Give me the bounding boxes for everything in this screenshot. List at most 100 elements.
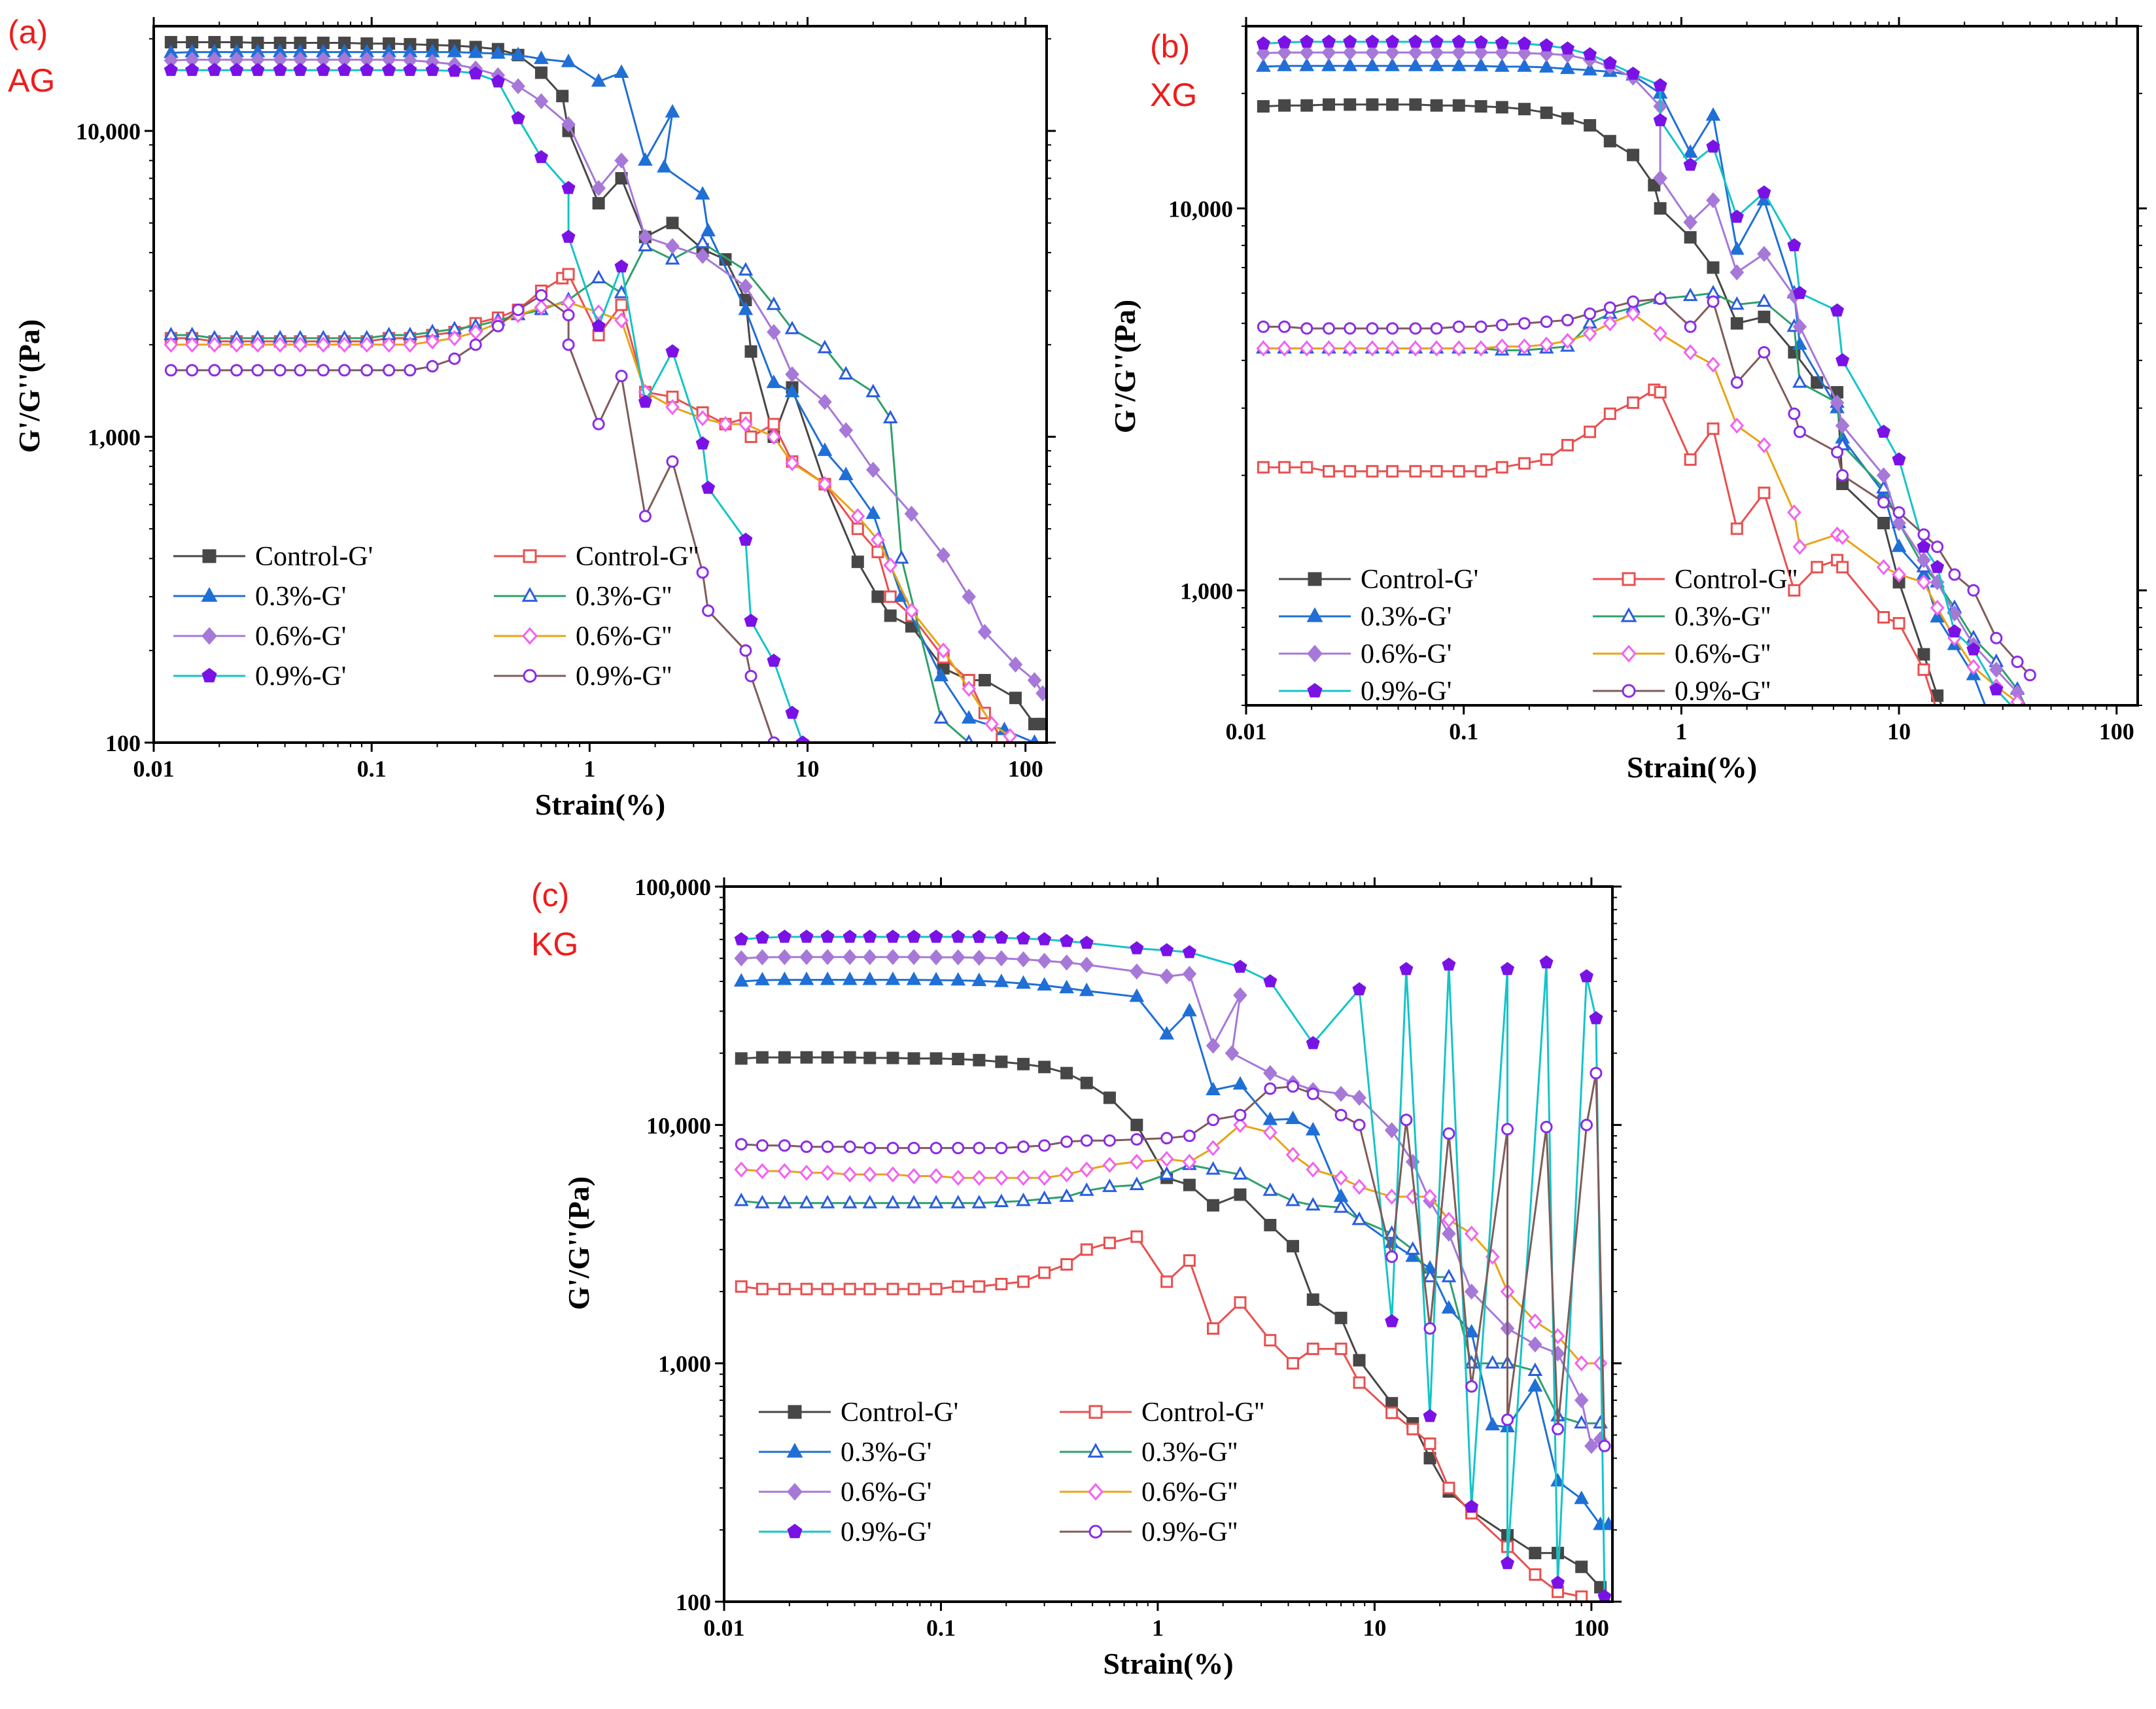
data-point (1518, 103, 1531, 116)
data-point (799, 971, 814, 985)
data-point (843, 1051, 856, 1064)
data-point (1574, 1392, 1589, 1409)
data-point (863, 1282, 877, 1295)
data-point (1333, 1199, 1349, 1213)
y-axis-title: G'/G''(Pa) (562, 1176, 595, 1310)
data-point (785, 455, 799, 472)
data-point (1182, 1154, 1197, 1171)
data-point (929, 929, 943, 943)
data-point (251, 63, 265, 77)
data-point (665, 344, 680, 358)
data-point (184, 336, 200, 353)
legend-item: 0.6%-G'' (1593, 639, 1771, 669)
data-point (1080, 1134, 1093, 1147)
data-point (1473, 58, 1489, 71)
data-point (164, 336, 179, 353)
data-point (1103, 1237, 1116, 1250)
legend-label: 0.3%-G'' (576, 582, 672, 612)
data-point (359, 336, 374, 353)
data-point (885, 1195, 901, 1208)
data-point (778, 1139, 791, 1152)
data-point (185, 63, 200, 77)
data-point (777, 1163, 792, 1180)
data-point (1352, 982, 1366, 996)
data-point (1603, 315, 1618, 332)
data-point (1580, 1118, 1593, 1131)
data-point (665, 251, 680, 265)
data-point (1730, 376, 1743, 389)
plot-area (733, 929, 1612, 1602)
legend-marker (787, 1483, 803, 1501)
data-point (1277, 44, 1292, 61)
data-point (1130, 941, 1144, 955)
data-point (961, 710, 977, 724)
data-point (447, 43, 462, 58)
data-point (930, 1142, 943, 1155)
data-point (839, 422, 854, 438)
data-point (1278, 99, 1291, 112)
data-point (1917, 663, 1930, 676)
data-point (638, 395, 652, 408)
data-point (1037, 1190, 1052, 1205)
data-point (1277, 340, 1292, 357)
y-tick-label: 10,000 (646, 1112, 711, 1138)
data-point (1561, 313, 1574, 326)
data-point (767, 417, 780, 431)
data-point (614, 259, 629, 273)
data-point (984, 716, 999, 732)
data-point (1300, 99, 1313, 112)
data-point (1792, 538, 1807, 555)
data-point (2025, 717, 2036, 728)
legend-label: 0.9%-G' (841, 1517, 931, 1547)
data-point (562, 309, 575, 322)
data-point (907, 1168, 921, 1184)
data-point (638, 152, 653, 166)
data-point (1130, 963, 1144, 980)
x-axis-title: Strain(%) (1627, 750, 1757, 784)
data-point (273, 364, 287, 377)
data-point (972, 930, 986, 943)
series-4 (1256, 44, 2025, 701)
data-point (1103, 1091, 1116, 1104)
data-point (933, 710, 949, 724)
data-point (381, 336, 396, 353)
data-point (207, 63, 222, 77)
data-point (1385, 34, 1400, 48)
data-point (1352, 1089, 1366, 1106)
data-point (1626, 66, 1641, 80)
data-point (1206, 1037, 1221, 1054)
data-point (1232, 1166, 1248, 1180)
data-point (1836, 561, 1849, 574)
panel-c-kg-chart: (c) KG 0.01 0.1 1 10 100 100 1,000 10,000 100,00… (531, 874, 1622, 1680)
data-point (638, 238, 653, 252)
series-6 (1256, 34, 2036, 728)
legend-marker (1307, 682, 1323, 697)
data-point (1603, 407, 1616, 420)
data-point (1930, 608, 1945, 623)
data-point (1465, 1499, 1479, 1513)
data-point (739, 533, 753, 546)
data-point (777, 1195, 792, 1208)
data-point (1233, 1117, 1247, 1133)
data-point (1452, 44, 1467, 61)
x-tick-label: 100 (1574, 1615, 1609, 1641)
data-point (886, 1142, 899, 1155)
data-point (701, 222, 716, 237)
data-point (1540, 315, 1553, 328)
legend-label: 0.9%-G'' (1141, 1517, 1238, 1547)
data-point (777, 929, 791, 943)
data-point (316, 336, 331, 353)
data-point (1917, 648, 1930, 661)
data-point (962, 680, 977, 697)
x-tick-label: 100 (1008, 756, 1043, 782)
data-point (735, 1052, 748, 1065)
plot-frame (152, 25, 1048, 744)
data-point (843, 929, 857, 943)
data-point (1495, 338, 1510, 355)
y-tick-label: 10,000 (1168, 196, 1233, 222)
data-point (1352, 1178, 1366, 1195)
data-point (1561, 438, 1574, 451)
data-point (1385, 1406, 1399, 1419)
data-point (561, 116, 576, 133)
data-point (1385, 340, 1400, 357)
